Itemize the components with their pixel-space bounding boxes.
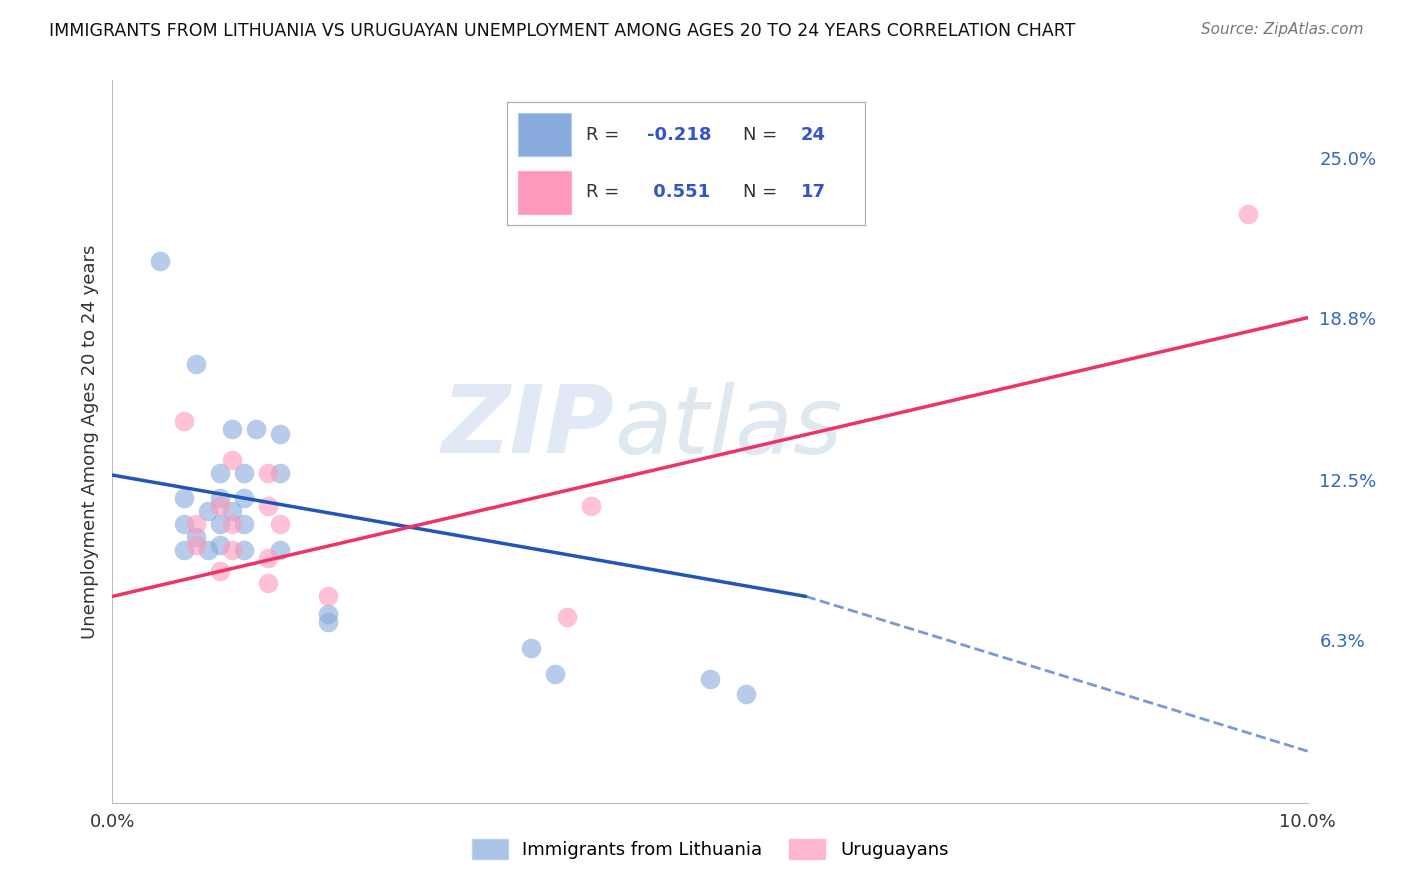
Point — [186, 357, 208, 371]
Point — [520, 640, 543, 655]
Point — [1237, 207, 1260, 221]
Y-axis label: Unemployment Among Ages 20 to 24 years: Unemployment Among Ages 20 to 24 years — [80, 244, 98, 639]
Point — [186, 538, 208, 552]
Point — [173, 491, 195, 506]
Point — [173, 517, 195, 532]
Point — [233, 466, 256, 480]
Point — [186, 517, 208, 532]
Point — [233, 542, 256, 557]
Point — [543, 666, 565, 681]
Point — [269, 426, 291, 441]
Point — [221, 504, 243, 518]
Text: atlas: atlas — [614, 382, 842, 473]
Point — [245, 422, 267, 436]
Point — [209, 517, 232, 532]
Point — [269, 466, 291, 480]
Text: Source: ZipAtlas.com: Source: ZipAtlas.com — [1201, 22, 1364, 37]
Point — [269, 517, 291, 532]
Point — [197, 542, 219, 557]
Point — [197, 504, 219, 518]
Point — [257, 466, 280, 480]
Point — [257, 499, 280, 513]
Point — [257, 550, 280, 565]
Point — [579, 499, 602, 513]
Text: IMMIGRANTS FROM LITHUANIA VS URUGUAYAN UNEMPLOYMENT AMONG AGES 20 TO 24 YEARS CO: IMMIGRANTS FROM LITHUANIA VS URUGUAYAN U… — [49, 22, 1076, 40]
Point — [149, 254, 172, 268]
Point — [209, 564, 232, 578]
Point — [316, 590, 339, 604]
Point — [316, 615, 339, 630]
Legend: Immigrants from Lithuania, Uruguayans: Immigrants from Lithuania, Uruguayans — [464, 831, 956, 866]
Point — [221, 452, 243, 467]
Point — [233, 491, 256, 506]
Point — [316, 607, 339, 622]
Point — [269, 542, 291, 557]
Point — [221, 422, 243, 436]
Point — [735, 687, 758, 701]
Point — [221, 517, 243, 532]
Point — [555, 610, 578, 624]
Point — [233, 517, 256, 532]
Point — [209, 499, 232, 513]
Point — [173, 542, 195, 557]
Point — [173, 414, 195, 428]
Text: ZIP: ZIP — [441, 381, 614, 473]
Point — [209, 466, 232, 480]
Point — [209, 538, 232, 552]
Point — [699, 672, 721, 686]
Point — [221, 542, 243, 557]
Point — [186, 530, 208, 544]
Point — [257, 576, 280, 591]
Point — [209, 491, 232, 506]
